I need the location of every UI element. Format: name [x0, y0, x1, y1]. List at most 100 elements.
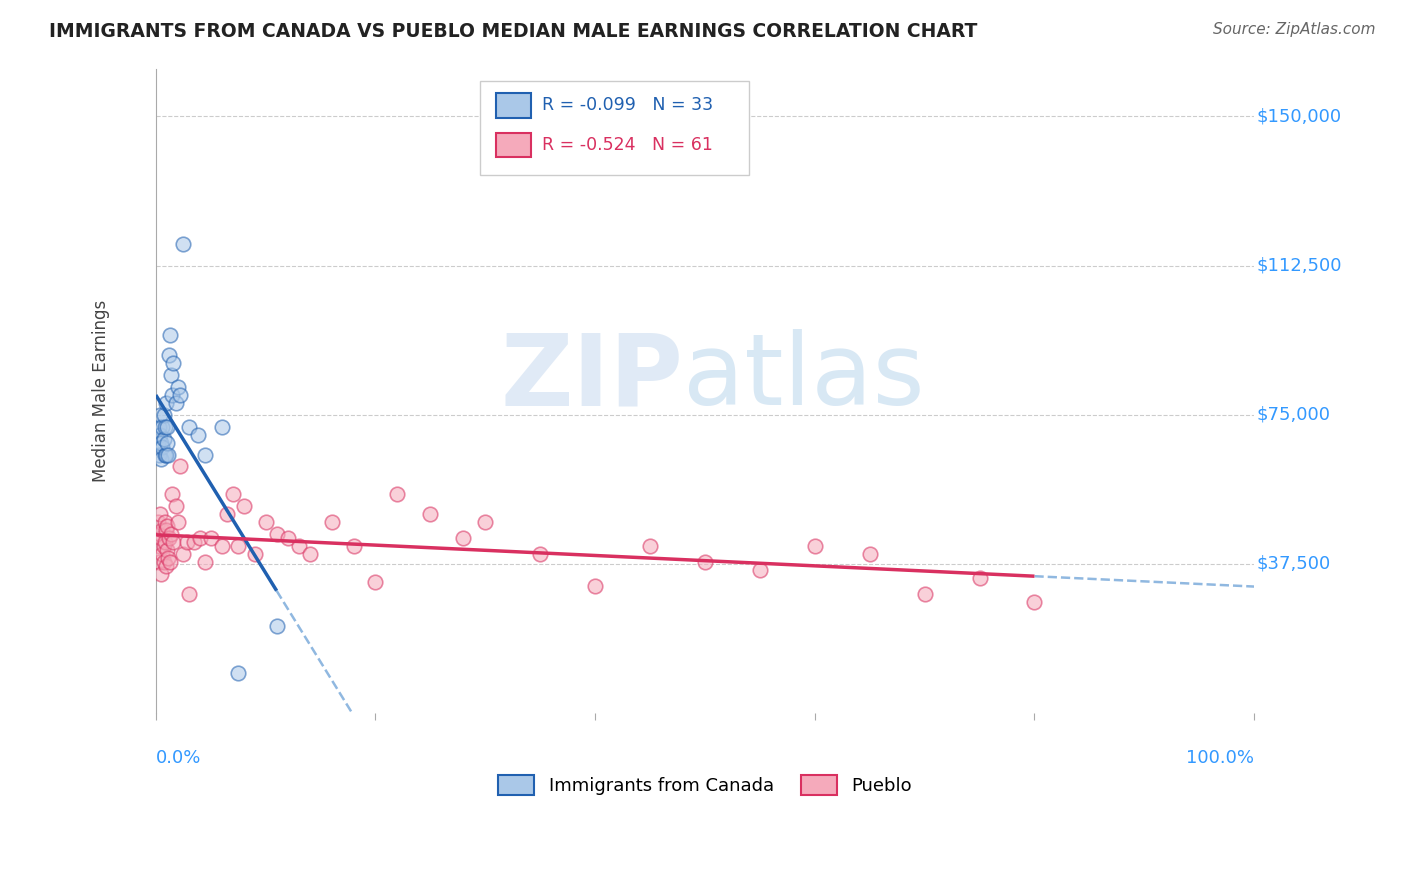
Text: R = -0.524   N = 61: R = -0.524 N = 61 — [543, 136, 713, 154]
Point — [149, 508, 172, 522]
Point — [155, 523, 177, 537]
Point — [152, 539, 174, 553]
Point — [153, 419, 176, 434]
Point — [162, 535, 184, 549]
Text: IMMIGRANTS FROM CANADA VS PUEBLO MEDIAN MALE EARNINGS CORRELATION CHART: IMMIGRANTS FROM CANADA VS PUEBLO MEDIAN … — [49, 22, 977, 41]
Point — [804, 539, 827, 553]
FancyBboxPatch shape — [479, 81, 749, 175]
Point — [162, 356, 184, 370]
Point — [693, 555, 716, 569]
Point — [342, 539, 364, 553]
Point — [364, 574, 387, 589]
Text: $150,000: $150,000 — [1257, 107, 1341, 125]
Point — [148, 419, 170, 434]
Text: ZIP: ZIP — [501, 329, 683, 426]
Text: R = -0.099   N = 33: R = -0.099 N = 33 — [543, 96, 713, 114]
Point — [387, 487, 409, 501]
Point — [156, 435, 179, 450]
Point — [194, 555, 217, 569]
Point — [150, 566, 173, 581]
Point — [156, 419, 179, 434]
Point — [254, 515, 277, 529]
Point — [172, 547, 194, 561]
Point — [148, 448, 170, 462]
Point — [200, 531, 222, 545]
Point — [150, 531, 173, 545]
Point — [176, 535, 198, 549]
Point — [474, 515, 496, 529]
Point — [155, 448, 177, 462]
Point — [152, 440, 174, 454]
Point — [149, 427, 172, 442]
Point — [969, 571, 991, 585]
Text: Median Male Earnings: Median Male Earnings — [91, 300, 110, 482]
Point — [157, 348, 180, 362]
Text: $75,000: $75,000 — [1257, 406, 1330, 424]
Point — [155, 559, 177, 574]
Point — [155, 396, 177, 410]
Point — [152, 419, 174, 434]
Point — [266, 618, 288, 632]
Point — [169, 459, 191, 474]
Point — [152, 555, 174, 569]
Point — [146, 435, 169, 450]
Point — [162, 388, 184, 402]
Point — [583, 579, 606, 593]
Point — [149, 527, 172, 541]
Point — [165, 396, 187, 410]
Point — [148, 539, 170, 553]
FancyBboxPatch shape — [496, 93, 531, 118]
Point — [321, 515, 343, 529]
Point — [156, 448, 179, 462]
Point — [177, 587, 200, 601]
Point — [150, 435, 173, 450]
Point — [152, 523, 174, 537]
Point — [529, 547, 551, 561]
Point — [150, 451, 173, 466]
Point — [148, 555, 170, 569]
Point — [156, 551, 179, 566]
Point — [187, 427, 209, 442]
Point — [160, 368, 183, 382]
Point — [287, 539, 309, 553]
Text: atlas: atlas — [683, 329, 925, 426]
Point — [146, 515, 169, 529]
Point — [156, 543, 179, 558]
Point — [166, 380, 188, 394]
Point — [162, 487, 184, 501]
Point — [222, 487, 245, 501]
Point — [152, 432, 174, 446]
Point — [226, 539, 249, 553]
Point — [157, 531, 180, 545]
Point — [298, 547, 321, 561]
Text: Source: ZipAtlas.com: Source: ZipAtlas.com — [1212, 22, 1375, 37]
Point — [183, 535, 205, 549]
Point — [153, 535, 176, 549]
Point — [188, 531, 211, 545]
Point — [243, 547, 266, 561]
Point — [160, 527, 183, 541]
Point — [638, 539, 661, 553]
Point — [149, 408, 172, 422]
Point — [169, 388, 191, 402]
Point — [277, 531, 299, 545]
Point — [194, 448, 217, 462]
Point — [152, 408, 174, 422]
Point — [177, 419, 200, 434]
Point — [159, 555, 181, 569]
Point — [453, 531, 475, 545]
Point — [1024, 595, 1046, 609]
Point — [153, 515, 176, 529]
Point — [159, 328, 181, 343]
FancyBboxPatch shape — [496, 133, 531, 158]
Text: $37,500: $37,500 — [1257, 555, 1330, 573]
Point — [217, 508, 239, 522]
Point — [748, 563, 770, 577]
Point — [166, 515, 188, 529]
Point — [226, 666, 249, 681]
Point — [156, 519, 179, 533]
Point — [914, 587, 936, 601]
Point — [266, 527, 288, 541]
Text: 100.0%: 100.0% — [1187, 748, 1254, 767]
Legend: Immigrants from Canada, Pueblo: Immigrants from Canada, Pueblo — [491, 767, 920, 803]
